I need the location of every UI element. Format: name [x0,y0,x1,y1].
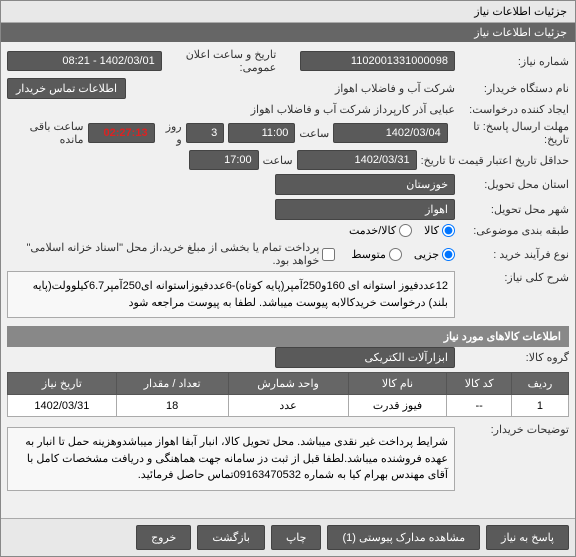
content-area: شماره نیاز: 1102001331000098 تاریخ و ساع… [1,42,575,518]
col-unit: واحد شمارش [228,373,348,395]
back-button[interactable]: بازگشت [197,525,265,550]
creator-value: عبایی آذر کارپرداز شرکت آب و فاضلاب اهوا… [251,103,455,116]
announce-value: 1402/03/01 - 08:21 [7,51,162,71]
table-header-row: ردیف کد کالا نام کالا واحد شمارش تعداد /… [8,373,569,395]
proc-note: پرداخت تمام یا بخشی از مبلغ خرید،از محل … [7,241,319,267]
items-table: ردیف کد کالا نام کالا واحد شمارش تعداد /… [7,372,569,417]
notes-text: شرایط پرداخت غیر نقدی میباشد. محل تحویل … [7,427,455,491]
desc-text: 12عددفیوز استوانه ای 160و250آمپر(پایه کو… [7,271,455,318]
cat-radio-2[interactable] [399,224,412,237]
desc-label: شرح کلی نیاز: [459,271,569,284]
category-label: طبقه بندی موضوعی: [459,224,569,237]
deadline-label: مهلت ارسال پاسخ: تا تاریخ: [452,120,569,146]
city-label: شهر محل تحویل: [459,203,569,216]
reply-button[interactable]: پاسخ به نیاز [486,525,569,550]
proc-radio-2[interactable] [389,248,402,261]
validity-time: 17:00 [189,150,259,170]
province-value: خوزستان [275,174,455,195]
notes-label: توضیحات خریدار: [459,423,569,436]
cell-row: 1 [511,395,568,417]
contact-button[interactable]: اطلاعات تماس خریدار [7,78,126,99]
cell-code: -- [447,395,511,417]
buyer-label: نام دستگاه خریدار: [459,82,569,95]
validity-date: 1402/03/31 [297,150,417,170]
footer-buttons: پاسخ به نیاز مشاهده مدارک پیوستی (1) چاپ… [1,518,575,556]
table-row[interactable]: 1 -- فیوز قدرت عدد 18 1402/03/31 [8,395,569,417]
deadline-time: 11:00 [228,123,295,143]
province-label: استان محل تحویل: [459,178,569,191]
buyer-value: شرکت آب و فاضلاب اهواز [335,82,455,95]
top-header: جزئیات اطلاعات نیاز [1,23,575,42]
cell-unit: عدد [228,395,348,417]
countdown-suffix: ساعت باقی مانده [7,120,84,146]
group-value: ابزارآلات الکتریکی [275,347,455,368]
col-name: نام کالا [348,373,447,395]
process-label: نوع فرآیند خرید : [459,248,569,261]
days-value: 3 [186,123,225,143]
req-no-label: شماره نیاز: [459,55,569,68]
attachments-button[interactable]: مشاهده مدارک پیوستی (1) [327,525,480,550]
announce-label: تاریخ و ساعت اعلان عمومی: [166,48,277,74]
city-value: اهواز [275,199,455,220]
cat-opt1: کالا [424,224,439,237]
process-radio-group: جزیی متوسط [351,248,455,261]
proc-opt1: جزیی [414,248,439,261]
col-code: کد کالا [447,373,511,395]
col-date: تاریخ نیاز [8,373,117,395]
treasury-checkbox[interactable] [322,248,335,261]
cat-radio-1[interactable] [442,224,455,237]
deadline-time-label: ساعت [299,127,329,140]
exit-button[interactable]: خروج [136,525,191,550]
group-label: گروه کالا: [459,351,569,364]
cell-name: فیوز قدرت [348,395,447,417]
days-label: روز و [159,120,182,146]
window-title: جزئیات اطلاعات نیاز [1,1,575,23]
validity-time-label: ساعت [263,154,293,167]
col-qty: تعداد / مقدار [116,373,228,395]
main-window: جزئیات اطلاعات نیاز جزئیات اطلاعات نیاز … [0,0,576,557]
validity-label: حداقل تاریخ اعتبار قیمت تا تاریخ: [421,154,569,167]
creator-label: ایجاد کننده درخواست: [459,103,569,116]
cat-opt2: کالا/خدمت [349,224,396,237]
col-row: ردیف [511,373,568,395]
req-no-value: 1102001331000098 [300,51,455,71]
deadline-date: 1402/03/04 [333,123,447,143]
category-radio-group: کالا کالا/خدمت [349,224,455,237]
proc-opt2: متوسط [351,248,386,261]
items-header: اطلاعات كالاهای مورد نیاز [7,326,569,347]
print-button[interactable]: چاپ [271,525,322,550]
cell-date: 1402/03/31 [8,395,117,417]
countdown: 02:27:13 [88,123,155,143]
proc-radio-1[interactable] [442,248,455,261]
cell-qty: 18 [116,395,228,417]
